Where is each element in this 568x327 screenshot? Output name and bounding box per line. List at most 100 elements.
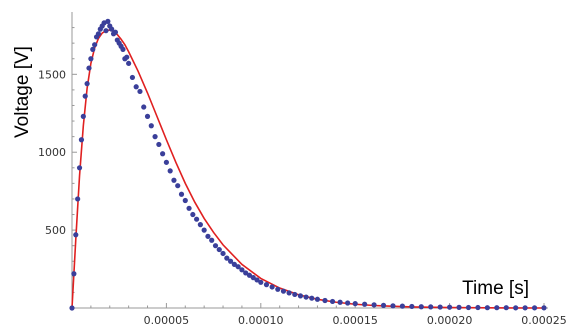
- data-point: [292, 291, 298, 298]
- data-point: [201, 227, 207, 233]
- data-point: [92, 42, 98, 48]
- data-point: [105, 18, 111, 24]
- data-point: [178, 191, 185, 197]
- data-point: [494, 305, 500, 311]
- y-axis-label: Voltage [V]: [12, 46, 33, 138]
- data-point: [205, 233, 211, 239]
- data-point: [156, 141, 162, 148]
- data-point: [220, 250, 226, 257]
- data-point: [345, 300, 351, 306]
- data-point: [428, 304, 434, 310]
- data-point: [148, 123, 154, 129]
- data-point: [175, 183, 181, 189]
- data-point: [246, 272, 253, 278]
- data-point: [137, 88, 143, 95]
- data-point: [297, 293, 304, 299]
- data-point: [80, 113, 86, 119]
- data-point: [522, 305, 528, 311]
- data-point: [190, 211, 196, 218]
- data-point: [352, 301, 358, 307]
- y-tick-label: 1500: [38, 68, 66, 81]
- data-point: [309, 295, 315, 301]
- data-point: [362, 301, 368, 307]
- data-point: [84, 81, 90, 87]
- x-tick-label: 0.00025: [521, 314, 567, 327]
- data-point: [475, 304, 481, 311]
- x-tick-label: 0.00010: [238, 314, 284, 327]
- data-point: [71, 271, 77, 277]
- data-point: [120, 46, 126, 52]
- data-point: [76, 165, 83, 171]
- data-point: [399, 303, 405, 309]
- data-point: [239, 267, 245, 273]
- data-point: [390, 303, 396, 309]
- data-point: [75, 196, 81, 202]
- data-point: [126, 60, 132, 67]
- data-point: [235, 264, 241, 270]
- data-point: [73, 232, 79, 238]
- data-point: [322, 297, 328, 304]
- data-point: [86, 65, 92, 71]
- data-point: [275, 286, 281, 292]
- data-point: [258, 279, 264, 285]
- x-ticks: 0.00005 0.00010 0.00015 0.00020 0.00025: [90, 303, 567, 327]
- data-point: [280, 288, 287, 294]
- data-point: [167, 168, 173, 174]
- fit-curve-layer: [71, 29, 545, 309]
- y-ticks: 500 1000 1500: [38, 27, 77, 293]
- data-point: [171, 177, 177, 183]
- data-point: [243, 270, 249, 276]
- data-point: [484, 305, 490, 311]
- data-point: [182, 197, 188, 204]
- data-point: [129, 74, 136, 81]
- data-point: [133, 84, 139, 90]
- data-point: [314, 296, 321, 302]
- data-point: [212, 243, 219, 249]
- data-point: [141, 104, 147, 110]
- data-point: [286, 290, 292, 296]
- data-point: [531, 305, 538, 311]
- data-point: [250, 275, 256, 281]
- fit-curve: [71, 29, 545, 309]
- data-point: [163, 159, 169, 165]
- data-point: [186, 205, 192, 211]
- data-point: [329, 298, 336, 305]
- data-point: [82, 93, 88, 99]
- data-point: [337, 299, 343, 305]
- data-point: [371, 302, 377, 308]
- data-point: [269, 284, 275, 290]
- data-point: [465, 304, 472, 311]
- data-point: [90, 46, 96, 52]
- data-point: [227, 258, 234, 264]
- x-tick-label: 0.00015: [332, 314, 378, 327]
- x-axis-label: Time [s]: [462, 278, 529, 299]
- data-point: [69, 305, 75, 311]
- data-point: [194, 216, 200, 222]
- data-point: [541, 305, 547, 311]
- data-point: [112, 29, 119, 35]
- data-point: [456, 304, 462, 310]
- data-point: [152, 134, 158, 140]
- measured-points-layer: [69, 18, 547, 311]
- y-tick-label: 1000: [38, 146, 66, 159]
- data-point: [88, 56, 94, 62]
- x-tick-label: 0.00005: [144, 314, 190, 327]
- data-point: [197, 222, 203, 228]
- data-point: [513, 305, 519, 311]
- y-tick-label: 500: [45, 224, 66, 237]
- data-point: [103, 28, 109, 34]
- data-point: [144, 113, 151, 119]
- data-point: [78, 137, 85, 143]
- x-tick-label: 0.00020: [427, 314, 473, 327]
- data-point: [224, 255, 230, 261]
- data-point: [409, 303, 415, 310]
- data-point: [437, 304, 443, 310]
- data-point: [447, 304, 453, 310]
- data-point: [503, 305, 509, 311]
- data-point: [160, 151, 166, 157]
- data-point: [418, 304, 424, 310]
- data-point: [95, 31, 102, 37]
- data-point: [254, 277, 260, 283]
- data-point: [124, 54, 130, 60]
- axes: [71, 12, 548, 309]
